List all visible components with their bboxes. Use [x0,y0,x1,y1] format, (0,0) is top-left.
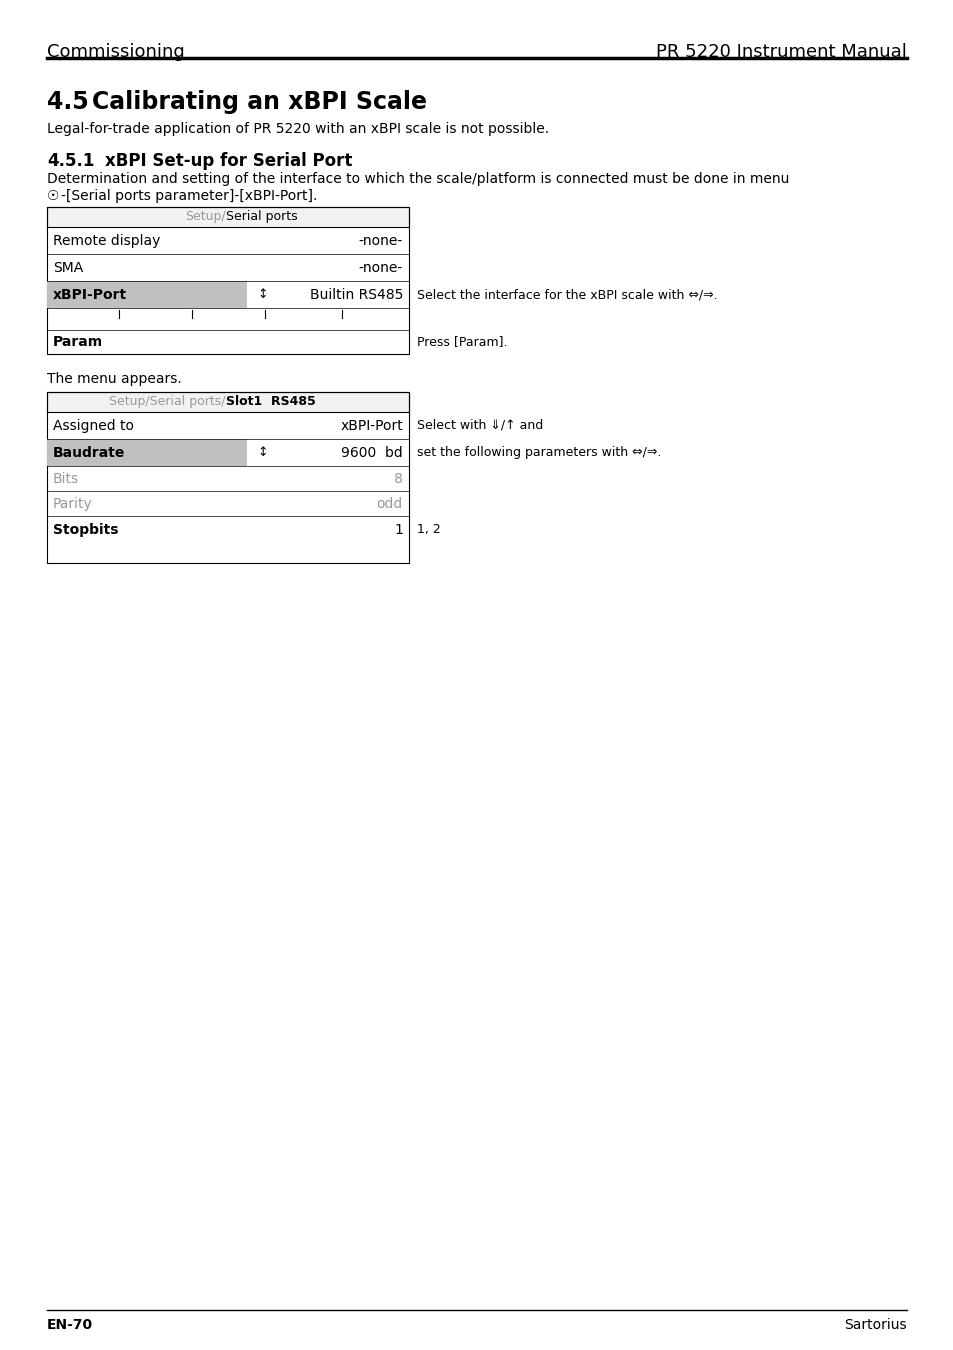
Text: ☉: ☉ [47,189,59,202]
Text: Param: Param [53,335,103,350]
Text: Determination and setting of the interface to which the scale/platform is connec: Determination and setting of the interfa… [47,171,788,186]
Bar [47,281,247,308]
Text: Sartorius: Sartorius [843,1318,906,1332]
Text: PR 5220 Instrument Manual: PR 5220 Instrument Manual [656,43,906,61]
Text: Slot1  RS485: Slot1 RS485 [226,396,315,408]
Text: SMA: SMA [53,261,83,275]
Text: Select the interface for the xBPI scale with ⇔/⇒.: Select the interface for the xBPI scale … [416,288,717,301]
Text: xBPI-Port: xBPI-Port [53,288,127,302]
Text: odd: odd [376,497,402,512]
Text: 9600  bd: 9600 bd [341,446,402,460]
Text: Press [Param].: Press [Param]. [416,335,507,348]
Text: EN-70: EN-70 [47,1318,93,1332]
Text: ↕: ↕ [256,446,267,459]
Text: 1: 1 [394,522,402,537]
Text: Commissioning: Commissioning [47,43,185,61]
Text: 4.5: 4.5 [47,90,105,113]
Text: set the following parameters with ⇔/⇒.: set the following parameters with ⇔/⇒. [416,446,660,459]
Bar [47,207,409,227]
Text: -[Serial ports parameter]-[xBPI-Port].: -[Serial ports parameter]-[xBPI-Port]. [61,189,317,202]
Text: Builtin RS485: Builtin RS485 [310,288,402,302]
Text: Parity: Parity [53,497,92,512]
Text: Legal-for-trade application of PR 5220 with an xBPI scale is not possible.: Legal-for-trade application of PR 5220 w… [47,122,549,136]
Text: xBPI-Port: xBPI-Port [340,418,402,433]
Text: 4.5.1: 4.5.1 [47,153,94,170]
Bar [47,392,409,412]
Text: Baudrate: Baudrate [53,446,125,460]
Text: Setup/Serial ports/: Setup/Serial ports/ [110,396,226,408]
Text: The menu appears.: The menu appears. [47,373,182,386]
Bar [47,207,409,354]
Text: xBPI Set-up for Serial Port: xBPI Set-up for Serial Port [105,153,352,170]
Text: Calibrating an xBPI Scale: Calibrating an xBPI Scale [91,90,427,113]
Text: ↕: ↕ [256,288,267,301]
Bar [47,392,409,563]
Bar [47,439,247,466]
Text: Stopbits: Stopbits [53,522,118,537]
Text: Serial ports: Serial ports [226,211,297,223]
Text: Assigned to: Assigned to [53,418,133,433]
Text: Bits: Bits [53,472,79,486]
Text: Select with ⇓/↑ and: Select with ⇓/↑ and [416,418,542,432]
Text: -none-: -none- [358,261,402,275]
Text: 8: 8 [394,472,402,486]
Text: Setup/: Setup/ [185,211,226,223]
Text: 1, 2: 1, 2 [416,522,440,536]
Text: -none-: -none- [358,234,402,248]
Text: Remote display: Remote display [53,234,160,248]
